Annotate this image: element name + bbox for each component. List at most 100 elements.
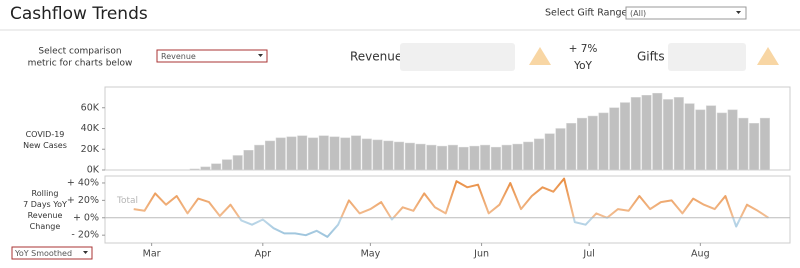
bar [308,137,318,171]
bar [512,143,523,171]
bar [630,97,641,171]
y-axis-label: 7 Days YoY [23,200,67,209]
bar [652,92,663,171]
gift-range-dropdown[interactable]: (All) [625,6,747,20]
bar [297,135,308,171]
y-tick-label: + 40% [67,177,99,188]
bar [189,168,200,171]
bar [555,128,566,171]
bar [641,95,652,171]
dropdown-box[interactable] [11,246,93,260]
bar [706,105,717,171]
x-tick-label: Aug [691,249,710,260]
bar [404,142,415,171]
bar [749,123,760,171]
bar [340,137,351,171]
bar [351,135,362,171]
bar [480,144,491,171]
bar [609,107,620,171]
dashboard-title: Cashflow Trends [10,4,148,24]
bar [566,123,577,171]
bar [663,99,674,171]
y-axis-label: Revenue [28,211,63,220]
bar [469,145,480,171]
x-tick-label: Apr [255,249,272,260]
yoy-value: + 7% [569,43,598,55]
bar [437,145,448,171]
bar [415,143,426,171]
kpi-label: Gifts [637,50,665,64]
bar [716,112,727,171]
bar [264,140,275,171]
smoothing-dropdown[interactable]: YoY Smoothed [11,246,93,260]
bar [211,163,222,171]
bar [533,138,544,171]
bar [738,117,749,171]
dropdown-box[interactable] [625,6,747,20]
y-tick-label: + 0% [73,212,99,223]
metric-prompt: metric for charts below [28,59,133,69]
dropdown-value[interactable]: YoY Smoothed [14,249,72,258]
metric-prompt: Select comparison [38,47,121,57]
bar [275,137,286,171]
bar [673,97,684,171]
y-tick-label: 20K [81,144,100,155]
bar [232,155,243,171]
y-axis-label: New Cases [23,141,67,150]
gift-range-label: Select Gift Range [545,8,628,19]
x-tick-label: Jun [473,249,489,260]
bar [577,117,587,171]
bar [501,144,512,171]
bar [394,141,405,171]
kpi-up-triangle [529,47,551,65]
y-axis-label: Rolling [32,189,59,198]
dropdown-value[interactable]: Revenue [161,52,196,61]
bar [684,103,695,171]
y-axis-label: COVID-19 [26,130,65,139]
dropdown-value[interactable]: (All) [630,9,646,18]
kpi-up-triangle [757,47,779,65]
dropdown-arrow[interactable] [258,54,263,57]
bar [458,146,469,171]
bar [200,166,211,171]
yoy-line [133,177,770,238]
kpi-label: Revenue [350,50,402,64]
y-tick-label: + 20% [67,195,99,206]
y-tick-label: - 20% [71,230,99,241]
bar [361,138,372,171]
dropdown-arrow[interactable] [736,11,741,14]
y-tick-label: 0K [87,165,100,176]
kpi-box [400,43,515,71]
bar [318,135,329,171]
bar [490,146,501,171]
dropdown-arrow[interactable] [83,251,88,254]
x-tick-label: May [361,249,381,260]
bar [447,144,458,171]
bar [695,109,706,171]
bar [426,144,437,171]
bar [243,150,254,171]
bar [372,139,383,171]
x-tick-label: Jul [582,249,594,260]
bar [587,115,598,171]
bar [221,159,232,171]
bar [329,136,340,171]
bar [759,117,770,171]
bar [544,133,555,171]
bar [620,102,631,171]
y-tick-label: 60K [81,102,100,113]
bar [286,136,297,171]
plot-frame [104,175,791,244]
y-axis-label: Change [30,222,61,231]
bar [598,112,609,171]
yoy-label: YoY [573,60,592,72]
bar [383,140,394,171]
bar [523,141,534,171]
dropdown-box[interactable] [156,49,268,63]
series-label: Total [116,196,138,206]
metric-dropdown[interactable]: Revenue [156,49,268,63]
bar [727,109,738,171]
x-tick-label: Mar [143,249,161,260]
kpi-box [668,43,746,71]
